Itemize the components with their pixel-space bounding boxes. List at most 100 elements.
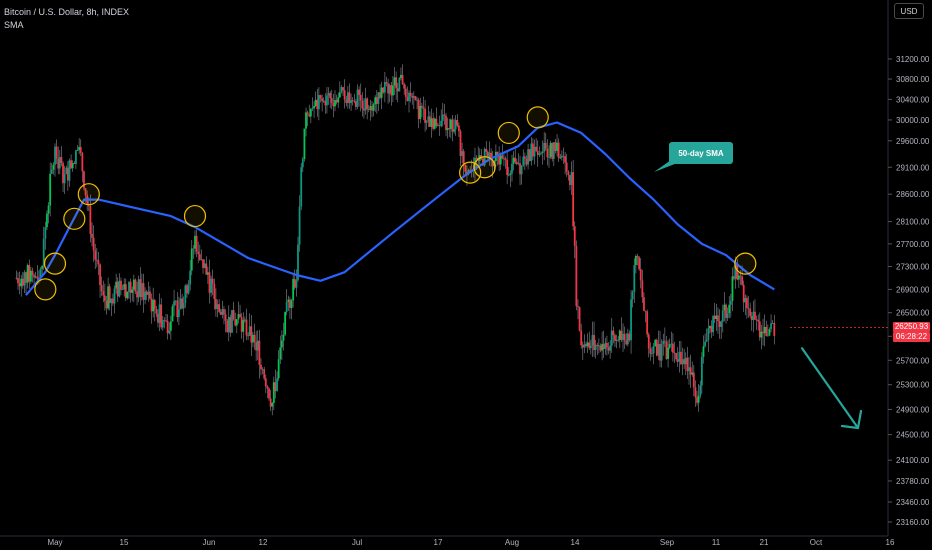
candle-body xyxy=(567,171,570,176)
candle-body xyxy=(449,119,452,129)
candle-body xyxy=(636,256,639,258)
candle-body xyxy=(60,157,63,164)
candle-body xyxy=(396,88,399,92)
candle-body xyxy=(108,286,111,304)
candle-body xyxy=(422,107,425,109)
candle-body xyxy=(372,104,375,111)
candle-body xyxy=(614,335,616,341)
sma-touch-marker[interactable] xyxy=(526,106,549,129)
candle-body xyxy=(252,334,254,343)
candle-body xyxy=(620,330,623,340)
candle-body xyxy=(754,311,756,320)
sma-touch-marker[interactable] xyxy=(77,183,100,206)
candle-body xyxy=(150,298,153,312)
candle-body xyxy=(335,99,338,103)
candle-body xyxy=(303,128,306,160)
candle-body xyxy=(105,300,108,309)
candle-body xyxy=(644,310,647,312)
candle-body xyxy=(573,226,576,246)
candle-body xyxy=(527,149,529,165)
candle-body xyxy=(400,74,402,79)
candle-body xyxy=(112,298,114,304)
y-tick-label: 28100.00 xyxy=(896,218,930,227)
candle-body xyxy=(541,151,544,153)
sma-touch-marker[interactable] xyxy=(497,121,520,145)
candle-body xyxy=(755,319,758,321)
candle-body xyxy=(380,87,383,98)
countdown-label: 06:28:22 xyxy=(893,332,930,342)
candle-body xyxy=(760,331,763,338)
sma-touch-marker[interactable] xyxy=(459,161,482,184)
sma-touch-marker[interactable] xyxy=(183,204,207,228)
candle-body xyxy=(684,357,687,365)
candle-body xyxy=(15,277,18,279)
candle-body xyxy=(490,152,492,160)
candle-body xyxy=(390,85,393,96)
candle-body xyxy=(126,291,129,299)
candle-body xyxy=(216,304,219,309)
candle-body xyxy=(350,100,352,104)
candle-body xyxy=(292,278,295,301)
candle-body xyxy=(68,160,71,181)
candle-body xyxy=(237,314,240,320)
candle-body xyxy=(70,160,72,169)
candle-body xyxy=(507,174,510,176)
y-tick-label: 23160.00 xyxy=(896,518,930,527)
y-tick-label: 30400.00 xyxy=(896,95,930,104)
candle-body xyxy=(385,82,388,84)
candle-body xyxy=(334,99,336,107)
candle-body xyxy=(161,320,164,328)
candle-body xyxy=(55,146,58,159)
candle-body xyxy=(157,313,159,323)
candle-body xyxy=(771,323,774,324)
candle-body xyxy=(649,348,652,354)
indicator-label[interactable]: SMA xyxy=(4,20,24,30)
candle-body xyxy=(709,325,711,329)
candle-body xyxy=(192,248,195,250)
candle-body xyxy=(62,163,64,184)
candle-body xyxy=(253,334,256,342)
candle-body xyxy=(696,397,698,403)
candle-body xyxy=(466,171,468,174)
candle-body xyxy=(663,340,666,342)
candle-body xyxy=(446,128,449,131)
candle-body xyxy=(533,146,536,157)
candle-body xyxy=(17,278,19,284)
sma-line[interactable] xyxy=(25,121,775,296)
candle-body xyxy=(367,109,370,110)
candle-body xyxy=(440,120,443,127)
candle-body xyxy=(268,388,270,399)
candle-body xyxy=(564,156,566,163)
candle-body xyxy=(272,382,275,403)
candle-body xyxy=(301,159,304,168)
candle-body xyxy=(345,99,348,103)
candle-body xyxy=(52,164,55,170)
candle-body xyxy=(601,344,604,351)
sma-touch-marker[interactable] xyxy=(43,252,67,275)
sma-touch-marker[interactable] xyxy=(734,252,757,275)
candle-body xyxy=(329,93,332,99)
sma-touch-marker[interactable] xyxy=(63,207,86,230)
candle-body xyxy=(551,142,554,159)
candle-body xyxy=(208,272,211,293)
y-tick-label: 30000.00 xyxy=(896,116,930,125)
candle-body xyxy=(726,313,729,318)
projection-arrow-shaft[interactable] xyxy=(800,347,860,430)
candle-body xyxy=(680,351,682,365)
candle-body xyxy=(200,259,203,261)
candle-body xyxy=(338,92,341,98)
candle-body xyxy=(317,95,320,110)
sma-annotation-label[interactable]: 50-day SMA xyxy=(669,142,733,164)
sma-touch-marker[interactable] xyxy=(34,278,57,301)
candle-body xyxy=(245,319,248,336)
projection-arrow-head[interactable] xyxy=(840,409,863,430)
candle-body xyxy=(623,333,626,341)
currency-button[interactable]: USD xyxy=(894,3,924,19)
sma-touch-marker[interactable] xyxy=(473,156,496,179)
candle-body xyxy=(54,146,56,165)
candle-body xyxy=(697,395,700,403)
candle-body xyxy=(544,142,547,149)
candle-body xyxy=(78,147,81,151)
candle-body xyxy=(593,335,595,350)
